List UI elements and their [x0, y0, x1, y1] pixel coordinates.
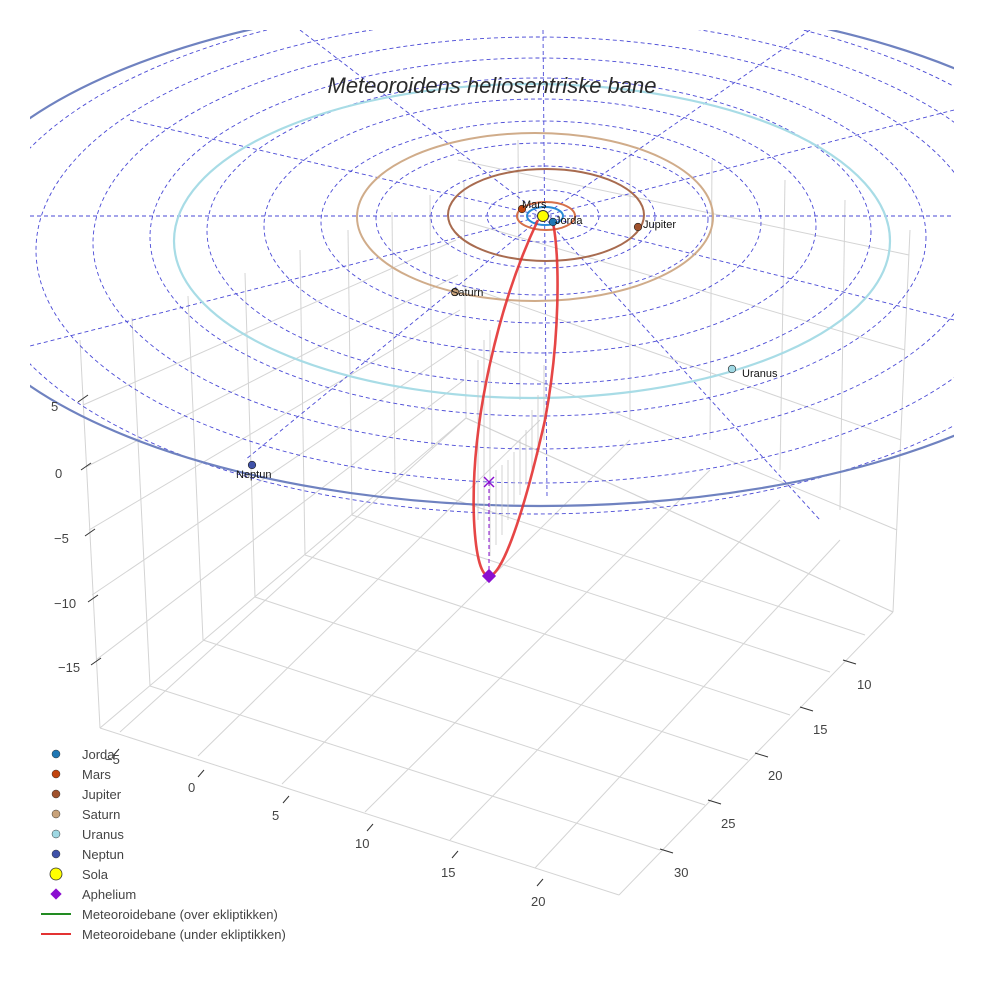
- legend-item-neptun[interactable]: Neptun: [38, 844, 286, 864]
- aphelium-projection-x-icon: [483, 476, 495, 488]
- mars-marker[interactable]: [517, 204, 527, 214]
- legend-label: Uranus: [82, 826, 124, 842]
- planet-orbits: [30, 30, 954, 508]
- earth-label: Jorda: [555, 215, 583, 227]
- aphelium-marker[interactable]: [481, 568, 497, 584]
- legend-label: Neptun: [82, 846, 124, 862]
- uranus-label: Uranus: [742, 368, 778, 380]
- x-tick-label: −5: [105, 752, 120, 767]
- legend: Jorda Mars Jupiter Saturn Uranus Neptun …: [38, 744, 286, 944]
- jupiter-marker[interactable]: [633, 222, 643, 232]
- legend-label: Jupiter: [82, 786, 122, 802]
- earth-marker[interactable]: [548, 217, 558, 227]
- x-axis: [112, 748, 544, 887]
- ecliptic-grid: [30, 30, 954, 521]
- legend-label: Meteoroidebane (over ekliptikken): [82, 906, 278, 922]
- dot-icon: [38, 804, 74, 824]
- neptune-orbit: [30, 30, 954, 508]
- mars-orbit: [516, 201, 576, 231]
- y-tick-label: 15: [813, 722, 827, 737]
- jupiter-orbit: [447, 168, 645, 262]
- legend-item-sola[interactable]: Sola: [38, 864, 286, 884]
- y-tick-label: 20: [768, 768, 782, 783]
- z-tick-label: −10: [54, 596, 76, 611]
- y-axis: [659, 659, 857, 854]
- legend-label: Jorda: [82, 746, 115, 762]
- dot-icon: [38, 744, 74, 764]
- neptune-label: Neptun: [236, 469, 271, 481]
- legend-label: Meteoroidebane (under ekliptikken): [82, 926, 286, 942]
- sun-icon: [38, 864, 74, 884]
- legend-item-orbit-above[interactable]: Meteoroidebane (over ekliptikken): [38, 904, 286, 924]
- saturn-orbit: [356, 132, 714, 302]
- mars-label: Mars: [522, 199, 547, 211]
- x-tick-label: 15: [441, 865, 455, 880]
- y-tick-label: 10: [857, 677, 871, 692]
- box-grid: [79, 139, 911, 896]
- z-tick-label: 0: [55, 466, 62, 481]
- legend-label: Mars: [82, 766, 111, 782]
- uranus-orbit: [172, 82, 892, 400]
- dot-icon: [38, 844, 74, 864]
- z-tick-label: 5: [51, 399, 58, 414]
- earth-orbit: [526, 206, 564, 226]
- x-tick-label: 20: [531, 894, 545, 909]
- neptune-marker[interactable]: [247, 460, 257, 470]
- z-axis: [77, 394, 102, 666]
- legend-item-uranus[interactable]: Uranus: [38, 824, 286, 844]
- y-tick-label: 30: [674, 865, 688, 880]
- z-tick-label: −5: [54, 531, 69, 546]
- dot-icon: [38, 824, 74, 844]
- legend-label: Saturn: [82, 806, 121, 822]
- legend-item-mars[interactable]: Mars: [38, 764, 286, 784]
- diamond-icon: [38, 884, 74, 904]
- x-tick-label: 10: [355, 836, 369, 851]
- x-tick-label: 0: [188, 780, 195, 795]
- legend-item-saturn[interactable]: Saturn: [38, 804, 286, 824]
- line-icon: [38, 904, 74, 924]
- legend-label: Aphelium: [82, 886, 137, 902]
- drop-lines: [477, 330, 545, 556]
- line-icon: [38, 924, 74, 944]
- dot-icon: [38, 764, 74, 784]
- dot-icon: [38, 784, 74, 804]
- jupiter-label: Jupiter: [643, 219, 676, 231]
- uranus-marker[interactable]: [727, 364, 737, 374]
- z-tick-label: −15: [58, 660, 80, 675]
- y-tick-label: 25: [721, 816, 735, 831]
- legend-item-aphelium[interactable]: Aphelium: [38, 884, 286, 904]
- legend-item-orbit-below[interactable]: Meteoroidebane (under ekliptikken): [38, 924, 286, 944]
- saturn-label: Saturn: [451, 287, 483, 299]
- sun-marker[interactable]: [537, 210, 549, 222]
- legend-item-jupiter[interactable]: Jupiter: [38, 784, 286, 804]
- legend-item-jorda[interactable]: Jorda: [38, 744, 286, 764]
- saturn-marker[interactable]: [450, 287, 460, 297]
- legend-label: Sola: [82, 866, 109, 882]
- x-tick-label: 5: [272, 808, 279, 823]
